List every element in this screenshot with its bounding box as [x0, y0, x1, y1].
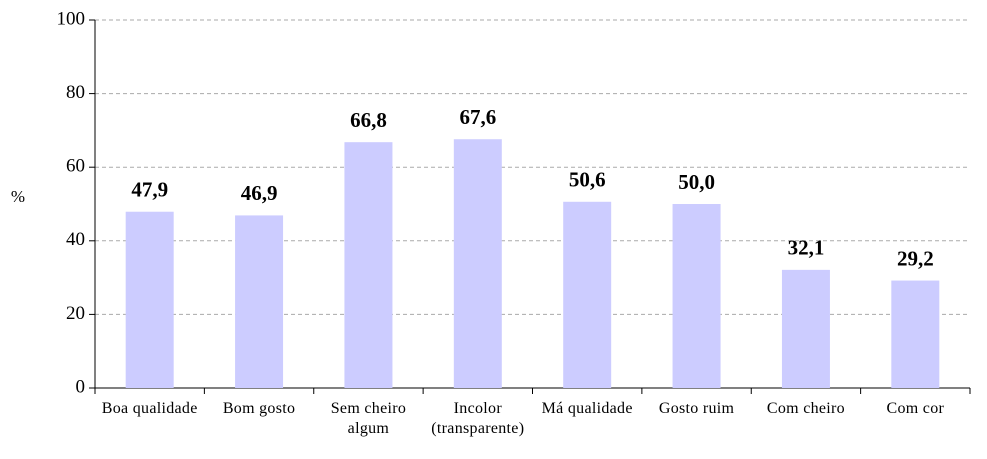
value-label: 50,6: [569, 168, 606, 192]
value-label: 47,9: [131, 178, 168, 202]
x-tick-label: Sem cheiro algum: [330, 400, 407, 437]
x-tick-label: Boa qualidade: [101, 400, 198, 417]
bar: [125, 211, 174, 388]
y-tick-label: 40: [66, 229, 85, 250]
value-label: 50,0: [678, 170, 715, 194]
x-tick-label: Com cheiro: [766, 400, 845, 417]
bar: [672, 204, 721, 388]
value-label: 32,1: [788, 236, 825, 260]
value-label: 46,9: [241, 181, 278, 205]
y-tick-label: 20: [66, 303, 85, 324]
x-tick-label: Gosto ruim: [658, 400, 735, 417]
x-tick-label: Má qualidade: [541, 400, 633, 417]
bar: [563, 201, 612, 388]
value-label: 66,8: [350, 108, 387, 132]
bar: [344, 142, 393, 388]
bar: [891, 280, 940, 388]
y-tick-label: 80: [66, 82, 85, 103]
x-tick-label: Com cor: [886, 400, 945, 417]
value-label: 29,2: [897, 246, 934, 270]
value-label: 67,6: [459, 105, 496, 129]
y-axis-label: %: [11, 187, 25, 206]
bar: [235, 215, 284, 388]
bar: [781, 269, 830, 388]
bar: [453, 139, 502, 388]
y-tick-label: 60: [66, 156, 85, 177]
x-tick-label: Bom gosto: [222, 400, 296, 417]
y-tick-label: 0: [76, 376, 86, 397]
x-tick-label: Incolor (transparente): [431, 400, 525, 437]
y-tick-label: 100: [57, 8, 86, 29]
